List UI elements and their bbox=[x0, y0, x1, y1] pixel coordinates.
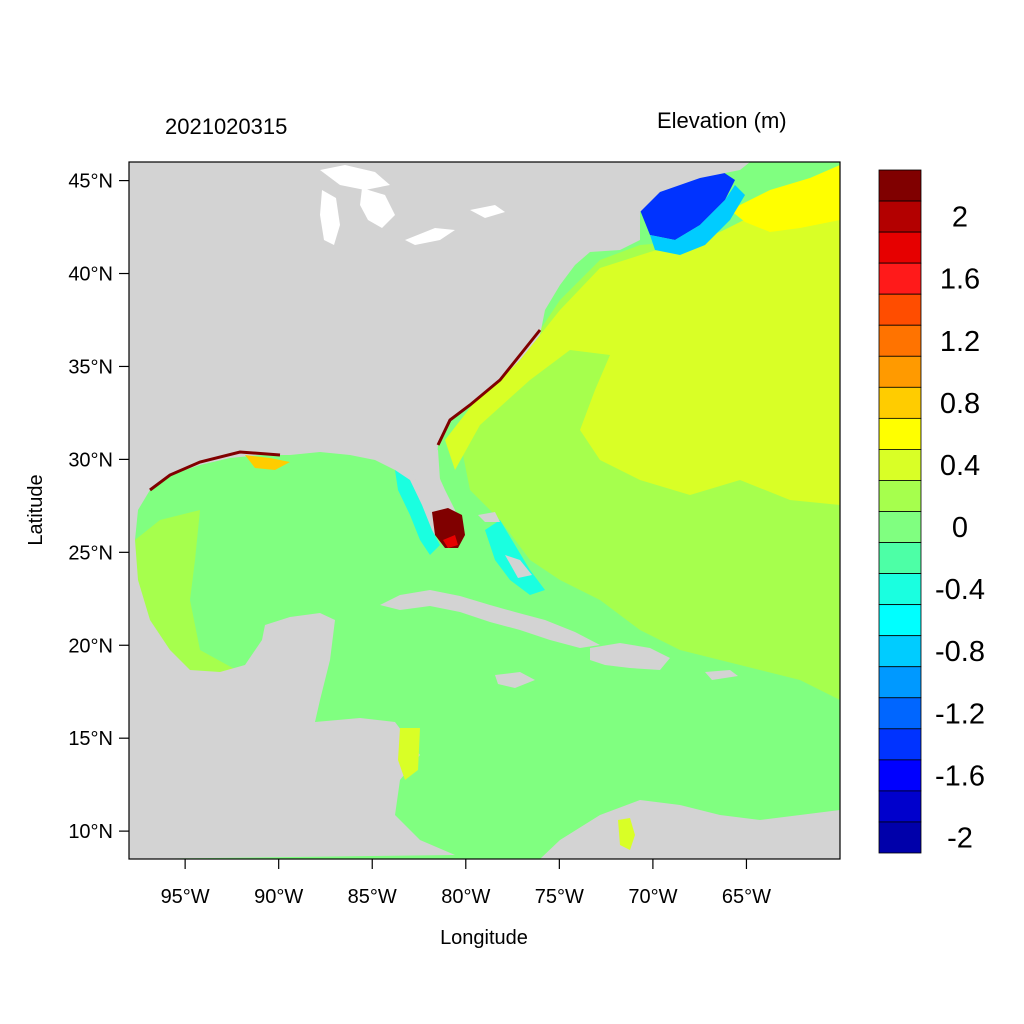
colorbar-label: -0.4 bbox=[935, 574, 985, 606]
colorbar-swatch bbox=[878, 790, 922, 823]
y-tick-label: 45°N bbox=[68, 171, 113, 193]
colorbar-swatch bbox=[878, 666, 922, 699]
y-tick-label: 10°N bbox=[68, 821, 113, 843]
south-america-land bbox=[540, 800, 840, 859]
colorbar-label: 1.6 bbox=[940, 264, 980, 296]
colorbar bbox=[878, 169, 922, 854]
south-florida-high bbox=[432, 508, 465, 548]
bahamas-island-2 bbox=[505, 555, 532, 578]
colorbar-swatch bbox=[878, 480, 922, 512]
hispaniola bbox=[590, 643, 670, 670]
colorbar-swatch bbox=[878, 355, 922, 388]
central-america-coast-high bbox=[398, 728, 420, 780]
colorbar-label: 2 bbox=[952, 202, 968, 234]
cuba bbox=[380, 590, 600, 648]
plot-frame bbox=[128, 161, 841, 860]
y-tick-label: 40°N bbox=[68, 264, 113, 286]
x-tick-label: 85°W bbox=[348, 886, 397, 908]
colorbar-swatch bbox=[878, 821, 922, 854]
y-tick-label: 25°N bbox=[68, 542, 113, 564]
lake-huron bbox=[360, 188, 395, 228]
x-tick-label: 90°W bbox=[254, 886, 303, 908]
colorbar-label: 1.2 bbox=[940, 326, 980, 358]
x-tick-label: 65°W bbox=[722, 886, 771, 908]
colorbar-label: 0 bbox=[952, 512, 968, 544]
lake-erie bbox=[405, 228, 455, 245]
colorbar-swatch bbox=[878, 759, 922, 792]
gulf-of-maine-low bbox=[640, 170, 735, 240]
lake-maracaibo bbox=[618, 818, 635, 850]
colorbar-swatch bbox=[878, 417, 922, 450]
colorbar-label: -2 bbox=[947, 822, 973, 854]
florida-west-coast-low bbox=[395, 470, 440, 555]
y-tick-label: 15°N bbox=[68, 728, 113, 750]
colorbar-swatch bbox=[878, 635, 922, 668]
colorbar-swatch bbox=[878, 386, 922, 419]
x-axis-label: Longitude bbox=[440, 927, 528, 949]
colorbar-swatch bbox=[878, 262, 922, 295]
colorbar-label: -1.2 bbox=[935, 698, 985, 730]
bahamas-low bbox=[485, 520, 545, 595]
map-area bbox=[129, 162, 840, 859]
x-axis-ticks: 95°W 90°W 85°W 80°W 75°W 70°W 65°W bbox=[161, 859, 771, 908]
jamaica bbox=[495, 672, 535, 688]
colorbar-label: 0.8 bbox=[940, 388, 980, 420]
colorbar-swatch bbox=[878, 231, 922, 264]
colorbar-swatch bbox=[878, 293, 922, 326]
colorbar-swatch bbox=[878, 542, 922, 574]
y-tick-label: 30°N bbox=[68, 449, 113, 471]
y-tick-label: 35°N bbox=[68, 356, 113, 378]
variable-title: Elevation (m) bbox=[657, 108, 787, 133]
x-tick-label: 95°W bbox=[161, 886, 210, 908]
colorbar-swatch bbox=[878, 324, 922, 357]
colorbar-swatch bbox=[878, 728, 922, 761]
colorbar-label: 0.4 bbox=[940, 450, 980, 482]
colorbar-swatch bbox=[878, 604, 922, 637]
x-tick-label: 75°W bbox=[535, 886, 584, 908]
timestamp-title: 2021020315 bbox=[165, 114, 287, 139]
atlantic-high-zone bbox=[445, 168, 840, 505]
lake-ontario bbox=[470, 205, 505, 218]
y-axis-label: Latitude bbox=[25, 474, 47, 545]
x-tick-label: 80°W bbox=[441, 886, 490, 908]
bahamas-island-1 bbox=[478, 512, 500, 522]
colorbar-label: -1.6 bbox=[935, 760, 985, 792]
x-tick-label: 70°W bbox=[628, 886, 677, 908]
nova-scotia-high bbox=[730, 165, 840, 232]
colorbar-swatch bbox=[878, 573, 922, 606]
gulf-coast-high-edge bbox=[149, 450, 281, 492]
west-gulf-high bbox=[135, 510, 240, 672]
colorbar-swatch bbox=[878, 200, 922, 233]
florida-keys-high bbox=[443, 535, 458, 548]
puerto-rico bbox=[705, 670, 738, 680]
y-tick-label: 20°N bbox=[68, 635, 113, 657]
lake-michigan bbox=[320, 190, 340, 245]
lake-superior bbox=[320, 165, 390, 190]
colorbar-label: -0.8 bbox=[935, 636, 985, 668]
colorbar-swatch bbox=[878, 697, 922, 730]
colorbar-swatch bbox=[878, 449, 922, 481]
colorbar-swatch bbox=[878, 169, 922, 202]
louisiana-coast-orange bbox=[245, 455, 290, 470]
colorbar-swatch bbox=[878, 511, 922, 543]
gulf-of-maine-edge bbox=[650, 185, 745, 255]
y-axis-ticks: 10°N 15°N 20°N 25°N 30°N 35°N 40°N 45°N bbox=[68, 171, 129, 843]
atlantic-coast-high-edge bbox=[436, 329, 542, 446]
colorbar-labels: 2 1.6 1.2 0.8 0.4 0 -0.4 -0.8 -1.2 -1.6 -2 bbox=[935, 202, 985, 855]
